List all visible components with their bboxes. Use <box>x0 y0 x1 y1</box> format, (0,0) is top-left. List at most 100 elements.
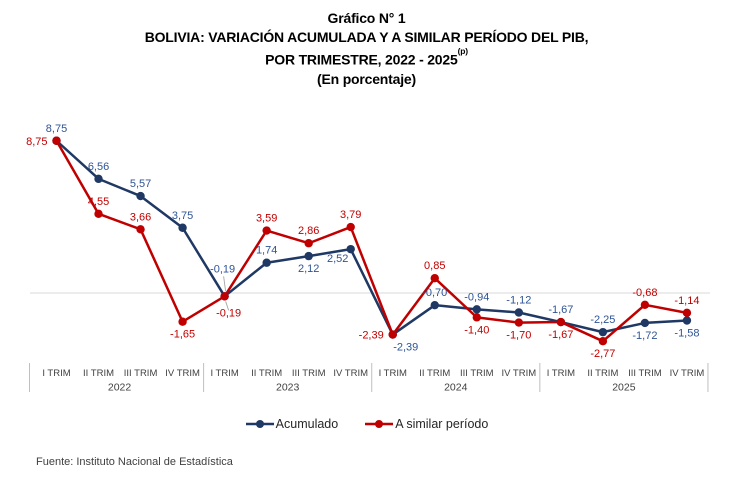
data-label: -1,14 <box>674 295 699 307</box>
year-label: 2022 <box>108 382 132 394</box>
data-label: -0,19 <box>210 263 235 275</box>
data-point <box>94 209 103 219</box>
data-point <box>514 318 524 327</box>
data-label: -0,19 <box>216 307 241 319</box>
data-point <box>304 251 313 261</box>
source-note: Fuente: Instituto Nacional de Estadístic… <box>36 456 233 468</box>
x-tick-label: II TRIM <box>83 368 114 379</box>
data-label: -1,40 <box>464 324 489 336</box>
year-label: 2024 <box>444 382 468 394</box>
data-point <box>262 226 271 235</box>
data-label: 8,75 <box>46 123 67 135</box>
legend-label-acumulado: Acumulado <box>275 417 339 431</box>
year-label: 2025 <box>612 382 636 394</box>
x-tick-label: IV TRIM <box>670 368 705 379</box>
x-tick-label: II TRIM <box>419 368 450 379</box>
data-point <box>262 258 271 267</box>
x-tick-label: III TRIM <box>460 368 494 379</box>
data-point <box>598 336 608 346</box>
data-point <box>430 300 439 310</box>
label-leader-line <box>223 276 227 292</box>
x-tick-label: III TRIM <box>292 368 326 379</box>
data-label: -1,65 <box>170 329 195 341</box>
data-label: 4,55 <box>88 196 109 208</box>
x-tick-label: III TRIM <box>628 368 662 379</box>
x-tick-label: II TRIM <box>251 368 282 379</box>
chart-legend: Acumulado A similar período <box>0 417 733 431</box>
data-point <box>556 317 566 327</box>
data-point <box>430 274 439 283</box>
data-label: -1,72 <box>632 330 657 342</box>
x-tick-label: I TRIM <box>210 368 238 379</box>
data-point <box>598 327 608 337</box>
data-label: -0,70 <box>422 287 447 299</box>
legend-label-a-similar-periodo: A similar período <box>395 417 489 431</box>
title-line-1: Gráfico N° 1 <box>327 10 406 26</box>
series-line <box>55 139 689 336</box>
data-label: 2,12 <box>298 263 319 275</box>
x-tick-label: II TRIM <box>587 368 618 379</box>
legend-item-a-similar-periodo: A similar período <box>364 417 488 431</box>
data-label: -2,39 <box>359 330 384 342</box>
year-label: 2023 <box>276 382 300 394</box>
data-point <box>682 316 692 325</box>
line-chart-canvas: I TRIM II TRIM III TRIM IV TRIM 2022 I TRIM II… <box>26 123 710 394</box>
title-line-2: BOLIVIA: VARIACIÓN ACUMULADA Y A SIMILAR… <box>144 29 589 45</box>
data-label: -0,68 <box>632 287 657 299</box>
title-superscript-p: (p) <box>457 46 468 56</box>
data-label: 3,75 <box>172 210 193 222</box>
data-label: 2,86 <box>298 225 319 237</box>
x-tick-label: IV TRIM <box>165 368 200 379</box>
data-label: -1,70 <box>506 330 531 342</box>
data-label: 1,74 <box>256 245 277 257</box>
data-point <box>346 244 355 254</box>
data-point <box>346 222 355 232</box>
data-point <box>472 305 481 314</box>
data-label: 3,79 <box>340 209 361 221</box>
data-point <box>136 191 145 201</box>
data-point <box>640 300 650 310</box>
x-tick-label: I TRIM <box>547 368 575 379</box>
data-point <box>682 308 692 318</box>
chart-title-block: Gráfico N° 1 BOLIVIA: VARIACIÓN ACUMULAD… <box>0 9 733 89</box>
data-label: -0,94 <box>464 291 489 303</box>
x-tick-label: IV TRIM <box>501 368 536 379</box>
legend-marker-acumulado-icon <box>245 420 274 428</box>
data-label: 2,52 <box>327 253 348 265</box>
data-point <box>220 292 229 301</box>
data-point <box>94 174 103 184</box>
x-tick-label: I TRIM <box>42 368 70 379</box>
data-label: 6,56 <box>88 161 109 173</box>
title-line-3-text: POR TRIMESTRE, 2022 - 2025 <box>265 51 458 68</box>
data-label: -1,67 <box>548 304 573 316</box>
data-label: -2,25 <box>590 314 615 326</box>
data-label: 3,66 <box>130 211 151 223</box>
data-label: 3,59 <box>256 213 277 225</box>
x-tick-label: IV TRIM <box>333 368 368 379</box>
data-label: 5,57 <box>130 178 151 190</box>
title-line-4: (En porcentaje) <box>317 70 416 87</box>
data-label: 0,85 <box>424 260 445 272</box>
data-point <box>514 308 524 317</box>
data-point <box>178 223 187 232</box>
data-label: -1,12 <box>506 294 531 306</box>
data-label: -1,67 <box>548 329 573 341</box>
legend-item-acumulado: Acumulado <box>245 417 339 431</box>
data-point <box>136 225 145 234</box>
label-leader-line <box>225 301 230 311</box>
data-point <box>640 318 650 328</box>
x-tick-label: III TRIM <box>124 368 158 379</box>
data-point <box>304 239 313 248</box>
legend-marker-a-similar-periodo-icon <box>365 420 394 428</box>
x-tick-label: I TRIM <box>379 368 407 379</box>
data-point <box>178 317 187 326</box>
data-label: 8,75 <box>26 136 47 148</box>
data-label: -2,39 <box>393 342 418 354</box>
title-line-3: POR TRIMESTRE, 2022 - 2025(p) <box>0 46 733 70</box>
series-line <box>55 139 689 343</box>
data-label: -2,77 <box>590 348 615 360</box>
data-point <box>388 330 397 339</box>
data-label: -1,58 <box>674 327 699 339</box>
data-point <box>52 136 61 145</box>
